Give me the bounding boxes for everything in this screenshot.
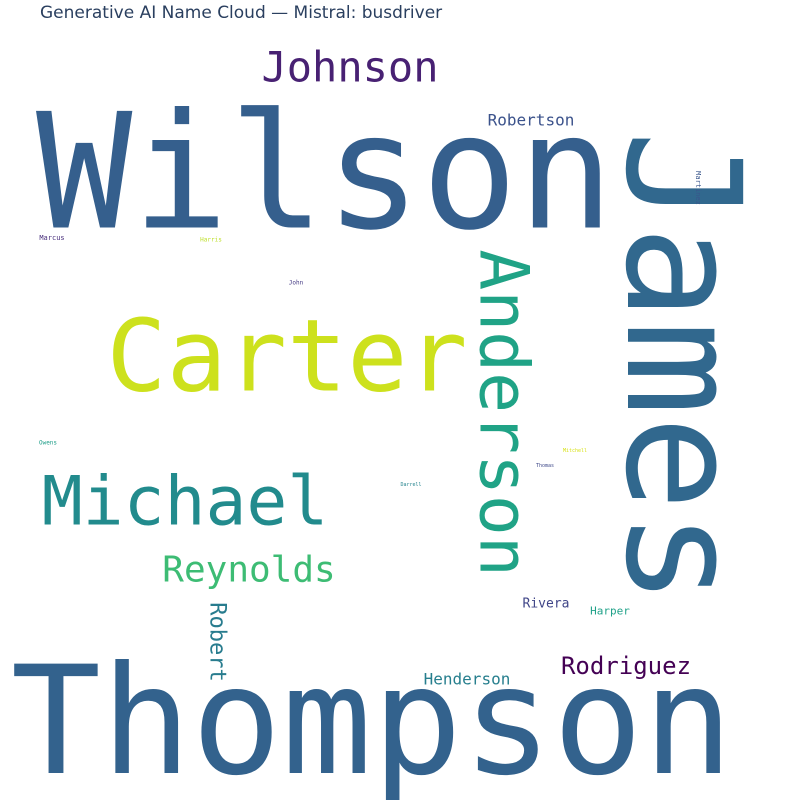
word-robertson: Robertson [488,111,575,130]
chart-title: Generative AI Name Cloud — Mistral: busd… [40,3,443,23]
word-harper: Harper [590,605,630,618]
word-michael: Michael [42,463,329,542]
word-mitchell: Mitchell [563,448,587,454]
word-johnson: Johnson [261,43,438,92]
word-anderson: Anderson [464,249,543,577]
word-thompson: Thompson [11,635,733,800]
word-martinez: Martinez [694,171,702,205]
word-henderson: Henderson [424,670,511,689]
word-rivera: Rivera [523,597,570,612]
word-wilson: Wilson [36,79,614,266]
word-marcus: Marcus [39,234,64,242]
word-harris: Harris [200,237,222,244]
word-rodriguez: Rodriguez [561,652,691,680]
word-reynolds: Reynolds [162,550,335,591]
word-thomas: Thomas [536,463,554,469]
word-darrell: Darrell [400,482,421,488]
word-carter: Carter [106,298,467,415]
word-james: James [590,130,774,606]
word-owens: Owens [39,440,57,447]
word-robert: Robert [205,602,230,681]
word-john: John [289,280,304,287]
